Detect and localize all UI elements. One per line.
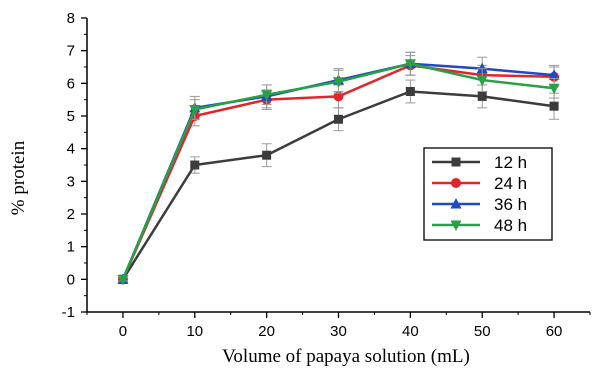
data-point xyxy=(548,83,560,95)
data-point xyxy=(190,160,200,170)
data-point xyxy=(476,62,488,74)
y-tick-label: 7 xyxy=(67,43,75,60)
x-tick-label: 10 xyxy=(186,323,203,340)
data-point xyxy=(477,91,487,101)
data-point xyxy=(117,274,129,286)
data-point xyxy=(261,90,273,101)
x-tick-label: 30 xyxy=(330,323,347,340)
data-point xyxy=(548,69,560,80)
legend-label: 12 h xyxy=(494,153,527,172)
data-point xyxy=(549,101,559,111)
x-tick-label: 40 xyxy=(402,323,419,340)
x-axis-label: Volume of papaya solution (mL) xyxy=(222,346,470,367)
x-tick-label: 60 xyxy=(546,323,563,340)
data-point xyxy=(476,75,488,87)
legend-marker xyxy=(451,178,461,188)
y-tick-label: 6 xyxy=(67,75,75,92)
data-point xyxy=(262,150,272,160)
y-tick-label: 3 xyxy=(67,173,75,190)
data-point xyxy=(333,91,344,102)
y-tick-label: 2 xyxy=(67,206,75,223)
y-tick-label: 5 xyxy=(67,108,75,125)
legend-marker xyxy=(450,198,462,209)
x-ticks: 0 10 20 30 40 50 60 xyxy=(86,312,591,340)
legend-item: 48 h xyxy=(432,216,527,235)
legend-marker xyxy=(451,157,461,167)
y-ticks: -1 0 1 2 3 4 5 6 7 8 xyxy=(62,10,87,321)
x-tick-label: 20 xyxy=(258,323,275,340)
series-group xyxy=(117,51,560,286)
y-tick-label: -1 xyxy=(62,304,75,321)
legend-item: 12 h xyxy=(432,153,527,172)
x-tick-label: 0 xyxy=(119,323,127,340)
y-axis-label: % protein xyxy=(8,140,29,215)
y-tick-label: 8 xyxy=(67,10,75,27)
y-tick-label: 1 xyxy=(67,239,75,256)
y-tick-label: 0 xyxy=(67,271,75,288)
legend: 12 h 24 h 36 h 48 h xyxy=(423,147,553,241)
legend-item: 36 h xyxy=(432,195,527,214)
series-48-h xyxy=(117,51,560,286)
legend-label: 36 h xyxy=(494,195,527,214)
data-point xyxy=(404,59,416,70)
data-point xyxy=(189,104,201,116)
legend-label: 48 h xyxy=(494,216,527,235)
x-tick-label: 50 xyxy=(474,323,491,340)
legend-marker xyxy=(450,220,462,231)
legend-label: 24 h xyxy=(494,174,527,193)
legend-item: 24 h xyxy=(432,174,527,193)
data-point xyxy=(333,77,344,88)
y-tick-label: 4 xyxy=(67,141,75,158)
data-point xyxy=(405,87,415,96)
data-point xyxy=(334,114,343,124)
